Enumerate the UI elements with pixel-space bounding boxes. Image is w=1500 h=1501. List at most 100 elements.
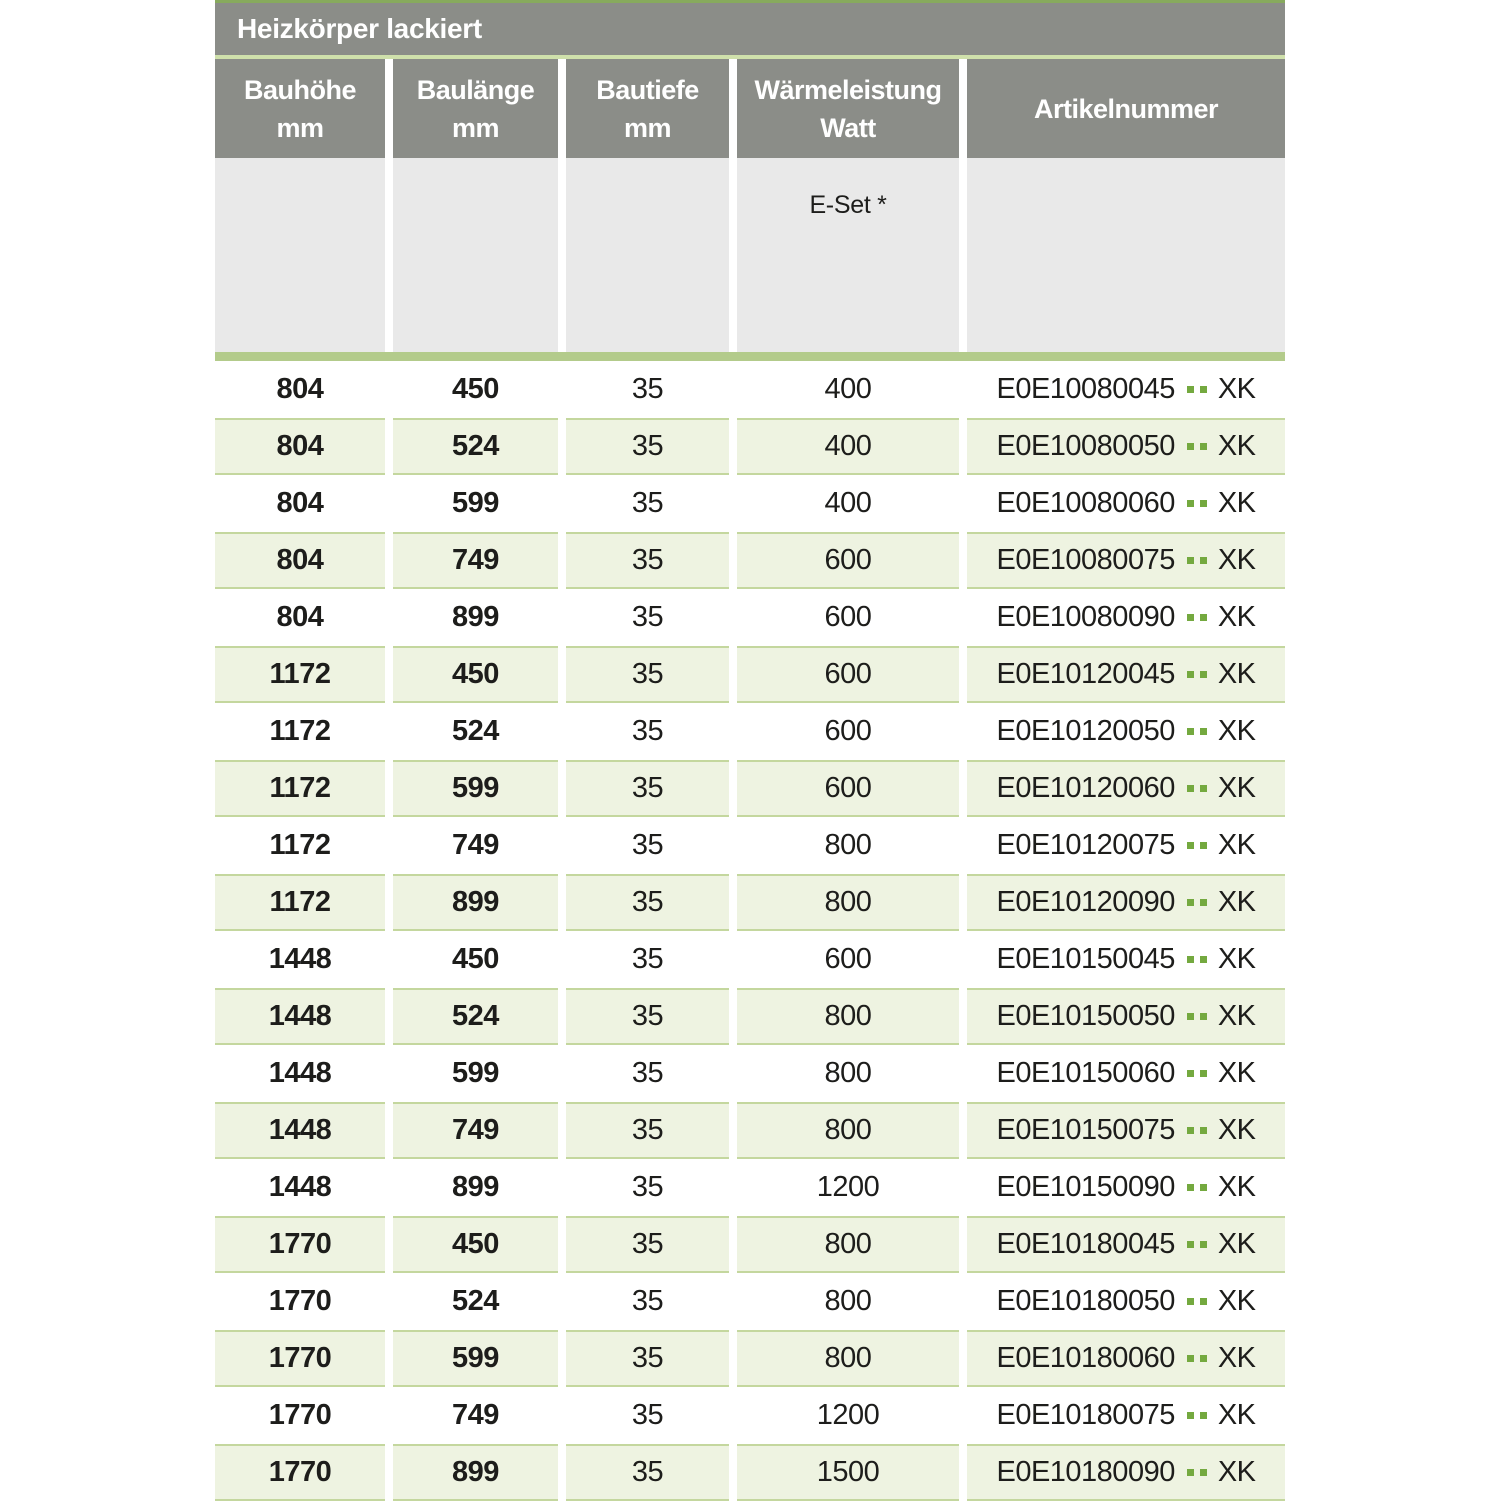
cell-bautiefe: 35 (566, 1102, 729, 1159)
cell-baulaenge: 899 (393, 1159, 558, 1216)
green-dot-icon (1186, 386, 1194, 393)
article-suffix: XK (1217, 1228, 1256, 1260)
green-dot-icon (1199, 1298, 1207, 1305)
green-dot-icon (1199, 671, 1207, 678)
column-header-bautiefe: Bautiefe mm (566, 59, 729, 158)
article-number: E0E10120075 (996, 829, 1175, 861)
article-number: E0E10120060 (996, 772, 1175, 804)
green-dot-icon (1186, 1241, 1194, 1248)
green-dot-icon (1186, 1013, 1194, 1020)
cell-watt: 600 (737, 646, 959, 703)
cell-artikelnummer: E0E10080045 XK (967, 361, 1285, 418)
table-row: 804 899 35 600 E0E10080090 XK (215, 589, 1285, 646)
cell-artikelnummer: E0E10150075 XK (967, 1102, 1285, 1159)
cell-watt: 400 (737, 418, 959, 475)
cell-bauhoehe: 804 (215, 361, 385, 418)
cell-bauhoehe: 1448 (215, 931, 385, 988)
green-dot-icon (1199, 614, 1207, 621)
top-accent-line (215, 0, 1285, 3)
cell-artikelnummer: E0E10150090 XK (967, 1159, 1285, 1216)
cell-watt: 600 (737, 589, 959, 646)
cell-artikelnummer: E0E10120075 XK (967, 817, 1285, 874)
cell-bautiefe: 35 (566, 817, 729, 874)
cell-bautiefe: 35 (566, 874, 729, 931)
article-number: E0E10080090 (996, 601, 1175, 633)
green-dot-icon (1186, 728, 1194, 735)
table-row: 1770 450 35 800 E0E10180045 XK (215, 1216, 1285, 1273)
cell-bauhoehe: 1770 (215, 1330, 385, 1387)
cell-baulaenge: 899 (393, 589, 558, 646)
table-row: 1448 450 35 600 E0E10150045 XK (215, 931, 1285, 988)
column-header-baulaenge: Baulänge mm (393, 59, 558, 158)
cell-bauhoehe: 1770 (215, 1216, 385, 1273)
table-body: 804 450 35 400 E0E10080045 XK 804 524 35… (215, 361, 1285, 1501)
table-row: 1172 749 35 800 E0E10120075 XK (215, 817, 1285, 874)
cell-baulaenge: 749 (393, 532, 558, 589)
article-suffix: XK (1217, 373, 1256, 405)
column-unit: mm (451, 112, 500, 143)
cell-bautiefe: 35 (566, 931, 729, 988)
cell-bauhoehe: 1770 (215, 1273, 385, 1330)
cell-artikelnummer: E0E10080060 XK (967, 475, 1285, 532)
cell-bautiefe: 35 (566, 532, 729, 589)
cell-artikelnummer: E0E10150045 XK (967, 931, 1285, 988)
cell-bauhoehe: 804 (215, 418, 385, 475)
green-dot-icon (1199, 956, 1207, 963)
subheader-cell (566, 158, 729, 352)
green-dot-icon (1186, 671, 1194, 678)
title-separator-line (215, 55, 1285, 59)
cell-baulaenge: 450 (393, 361, 558, 418)
cell-bauhoehe: 1172 (215, 646, 385, 703)
cell-bautiefe: 35 (566, 1330, 729, 1387)
cell-bautiefe: 35 (566, 1444, 729, 1501)
green-dot-icon (1186, 1469, 1194, 1476)
cell-bautiefe: 35 (566, 361, 729, 418)
cell-artikelnummer: E0E10120060 XK (967, 760, 1285, 817)
cell-baulaenge: 899 (393, 874, 558, 931)
cell-bauhoehe: 1448 (215, 1045, 385, 1102)
column-label: Bauhöhe (243, 74, 357, 105)
cell-bautiefe: 35 (566, 988, 729, 1045)
green-dot-icon (1186, 443, 1194, 450)
article-suffix: XK (1217, 715, 1256, 747)
cell-watt: 600 (737, 760, 959, 817)
cell-watt: 400 (737, 475, 959, 532)
table-row: 1770 749 35 1200 E0E10180075 XK (215, 1387, 1285, 1444)
table-header-row: Bauhöhe mm Baulänge mm Bautiefe mm Wärme… (215, 59, 1285, 158)
subheader-cell (215, 158, 385, 352)
green-dot-icon (1199, 842, 1207, 849)
cell-watt: 1500 (737, 1444, 959, 1501)
green-dot-icon (1186, 956, 1194, 963)
cell-bauhoehe: 1172 (215, 760, 385, 817)
column-label: Baulänge (416, 74, 535, 105)
green-dot-icon (1199, 386, 1207, 393)
article-number: E0E10150045 (996, 943, 1175, 975)
column-label: Wärmeleistung (754, 74, 942, 105)
cell-artikelnummer: E0E10120050 XK (967, 703, 1285, 760)
cell-bauhoehe: 1448 (215, 988, 385, 1045)
green-dot-icon (1199, 728, 1207, 735)
cell-artikelnummer: E0E10080050 XK (967, 418, 1285, 475)
cell-baulaenge: 450 (393, 1216, 558, 1273)
cell-baulaenge: 599 (393, 1330, 558, 1387)
cell-baulaenge: 450 (393, 931, 558, 988)
cell-artikelnummer: E0E10120045 XK (967, 646, 1285, 703)
article-suffix: XK (1217, 1114, 1256, 1146)
cell-watt: 600 (737, 532, 959, 589)
column-header-waermeleistung: Wärmeleistung Watt (737, 59, 959, 158)
green-dot-icon (1199, 443, 1207, 450)
cell-watt: 600 (737, 703, 959, 760)
green-dot-icon (1199, 1184, 1207, 1191)
cell-watt: 400 (737, 361, 959, 418)
green-dot-icon (1199, 1013, 1207, 1020)
subheader-cell (393, 158, 558, 352)
cell-watt: 600 (737, 931, 959, 988)
green-dot-icon (1186, 842, 1194, 849)
cell-watt: 800 (737, 988, 959, 1045)
cell-bauhoehe: 1448 (215, 1102, 385, 1159)
green-divider-line (215, 352, 1285, 361)
green-dot-icon (1199, 1127, 1207, 1134)
green-dot-icon (1199, 1355, 1207, 1362)
column-header-artikelnummer: Artikelnummer (967, 59, 1285, 158)
article-number: E0E10080060 (996, 487, 1175, 519)
